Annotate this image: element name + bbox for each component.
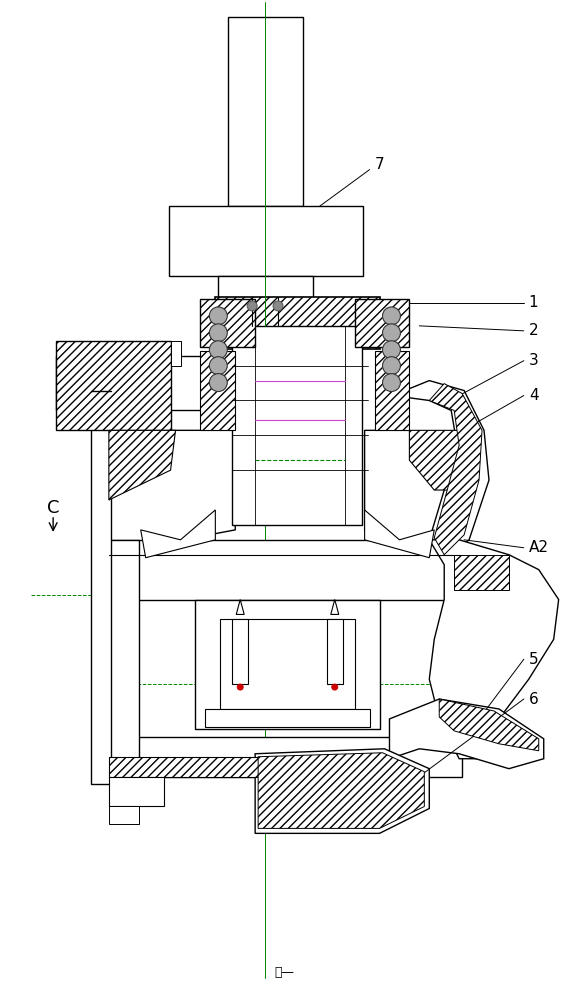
Polygon shape [255, 749, 429, 833]
Polygon shape [390, 699, 544, 769]
Polygon shape [109, 430, 235, 550]
Circle shape [273, 301, 283, 311]
Bar [200, 299, 255, 347]
Circle shape [382, 357, 401, 375]
Polygon shape [258, 753, 424, 828]
Circle shape [209, 374, 227, 392]
Bar [56, 341, 171, 430]
Bar [171, 341, 180, 366]
Circle shape [209, 341, 227, 359]
Text: 1: 1 [529, 295, 538, 310]
Circle shape [209, 324, 227, 342]
Circle shape [382, 324, 401, 342]
Bar [232, 619, 248, 684]
Polygon shape [365, 510, 434, 558]
Bar [168, 206, 362, 276]
Circle shape [237, 684, 243, 690]
Bar [232, 326, 362, 525]
Bar [327, 619, 343, 684]
Bar [228, 17, 303, 206]
Polygon shape [109, 430, 175, 500]
Polygon shape [429, 540, 559, 759]
Circle shape [382, 374, 401, 392]
Circle shape [247, 301, 257, 311]
Text: 4: 4 [529, 388, 538, 403]
Text: 7: 7 [374, 157, 384, 172]
Circle shape [209, 307, 227, 325]
Polygon shape [439, 699, 539, 751]
Bar [205, 709, 370, 727]
Polygon shape [141, 510, 215, 558]
Bar [215, 297, 380, 349]
Bar [195, 600, 380, 729]
Bar [56, 356, 255, 410]
Bar [218, 276, 313, 326]
Text: A2: A2 [529, 540, 549, 555]
Text: 3: 3 [529, 353, 538, 368]
Circle shape [382, 341, 401, 359]
Polygon shape [331, 600, 339, 614]
Text: 2: 2 [529, 323, 538, 338]
Bar [109, 540, 139, 779]
Bar [200, 351, 235, 430]
Text: 5: 5 [529, 652, 538, 667]
Circle shape [209, 357, 227, 375]
Bar [91, 391, 111, 784]
Circle shape [332, 684, 338, 690]
Bar [454, 555, 509, 590]
Text: C: C [47, 499, 59, 517]
Bar [109, 737, 462, 777]
Polygon shape [236, 600, 244, 614]
Text: 6: 6 [529, 692, 538, 707]
Bar [374, 351, 409, 430]
Text: 图—: 图— [274, 966, 294, 979]
Bar [109, 777, 164, 806]
Polygon shape [429, 384, 482, 555]
Bar [109, 806, 139, 824]
Polygon shape [409, 430, 461, 490]
Polygon shape [393, 381, 489, 560]
Bar [109, 540, 462, 600]
Bar [220, 619, 354, 709]
Polygon shape [365, 430, 459, 555]
Circle shape [382, 307, 401, 325]
Bar [354, 299, 409, 347]
Bar [109, 757, 362, 777]
